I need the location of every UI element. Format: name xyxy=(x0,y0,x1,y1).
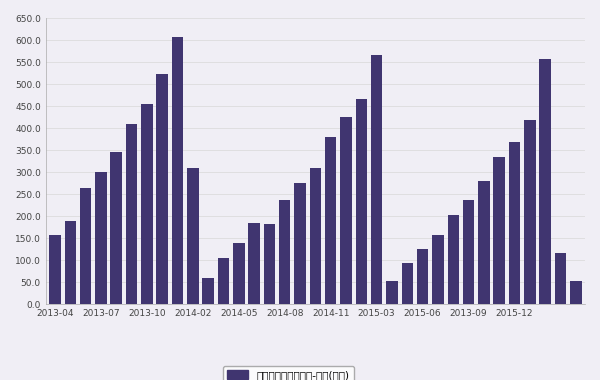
Bar xyxy=(263,223,275,304)
Bar xyxy=(187,168,199,304)
Bar xyxy=(157,74,168,304)
Bar xyxy=(555,253,566,304)
Bar xyxy=(310,168,321,304)
Bar xyxy=(172,37,183,304)
Bar xyxy=(202,278,214,304)
Bar xyxy=(448,215,459,304)
Bar xyxy=(218,258,229,304)
Bar xyxy=(110,152,122,304)
Bar xyxy=(141,104,152,304)
Bar xyxy=(356,99,367,304)
Bar xyxy=(539,59,551,304)
Bar xyxy=(463,200,475,304)
Bar xyxy=(524,120,536,304)
Bar xyxy=(233,242,245,304)
Bar xyxy=(65,222,76,304)
Bar xyxy=(279,200,290,304)
Bar xyxy=(126,124,137,304)
Bar xyxy=(80,188,91,304)
Bar xyxy=(570,281,581,304)
Bar xyxy=(401,263,413,304)
Bar xyxy=(49,235,61,304)
Legend: 电源基本投资完成额-核电(亿元): 电源基本投资完成额-核电(亿元) xyxy=(223,366,353,380)
Bar xyxy=(417,249,428,304)
Bar xyxy=(509,142,520,304)
Bar xyxy=(432,235,443,304)
Bar xyxy=(325,137,337,304)
Bar xyxy=(248,223,260,304)
Bar xyxy=(371,55,382,304)
Bar xyxy=(478,181,490,304)
Bar xyxy=(295,183,306,304)
Bar xyxy=(340,117,352,304)
Bar xyxy=(386,281,398,304)
Bar xyxy=(95,172,107,304)
Bar xyxy=(493,157,505,304)
